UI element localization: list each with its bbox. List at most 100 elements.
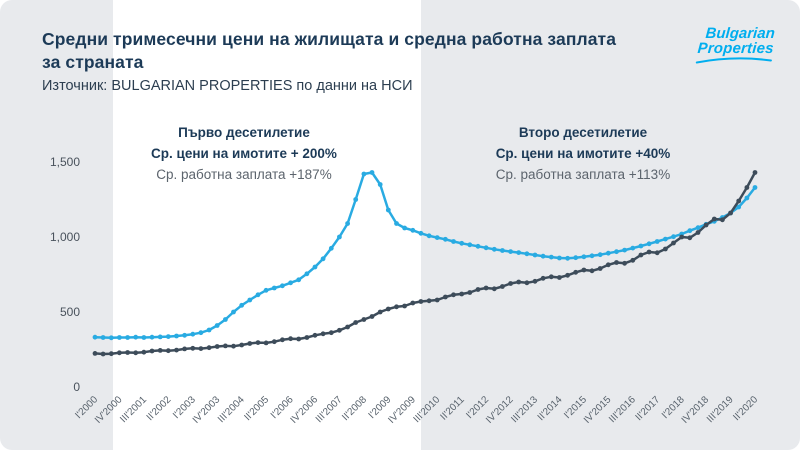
logo-underline-swoosh-icon bbox=[695, 57, 772, 64]
series-point bbox=[459, 291, 465, 297]
x-axis-tick-label: III'2016 bbox=[607, 394, 638, 425]
series-point bbox=[385, 207, 391, 213]
series-point bbox=[671, 234, 676, 240]
series-point bbox=[443, 236, 448, 242]
series-point bbox=[117, 350, 122, 356]
series-point bbox=[165, 348, 171, 354]
series-point bbox=[394, 304, 399, 310]
series-point bbox=[687, 228, 693, 234]
series-point bbox=[133, 350, 139, 356]
series-point bbox=[296, 277, 302, 283]
series-point bbox=[451, 239, 456, 244]
bulgarian-properties-logo: Bulgarian Properties bbox=[695, 25, 776, 64]
series-point bbox=[663, 246, 668, 252]
series-point bbox=[557, 255, 562, 261]
series-point bbox=[280, 337, 285, 343]
series-point bbox=[214, 323, 220, 328]
series-point bbox=[328, 330, 334, 336]
x-axis-tick-label: III'2007 bbox=[314, 394, 345, 425]
series-point bbox=[312, 332, 318, 338]
series-point bbox=[663, 236, 668, 242]
series-point bbox=[190, 331, 196, 337]
series-point bbox=[182, 346, 188, 352]
series-point bbox=[679, 234, 685, 240]
series-point bbox=[337, 234, 342, 240]
series-point bbox=[426, 298, 432, 304]
series-point bbox=[174, 333, 179, 339]
series-point bbox=[92, 334, 98, 340]
series-point bbox=[532, 252, 538, 258]
series-point bbox=[508, 249, 513, 255]
series-point bbox=[475, 243, 481, 249]
series-point bbox=[589, 268, 595, 274]
series-point bbox=[345, 221, 350, 226]
series-point bbox=[247, 297, 253, 303]
series-point bbox=[548, 254, 554, 260]
series-point bbox=[654, 250, 660, 256]
series-point bbox=[149, 334, 155, 340]
y-axis-tick-label: 500 bbox=[60, 305, 80, 319]
series-point bbox=[671, 240, 676, 246]
x-axis-tick-label: IV'2000 bbox=[93, 394, 125, 426]
series-point bbox=[573, 255, 579, 261]
series-point bbox=[288, 280, 293, 286]
series-point bbox=[320, 331, 326, 337]
series-point bbox=[157, 334, 163, 340]
series-point bbox=[100, 335, 106, 340]
annotation-first-decade-prices: Ср. цени на имотите + 200% bbox=[151, 146, 337, 161]
series-point bbox=[117, 335, 122, 340]
series-point bbox=[320, 256, 326, 262]
x-axis-tick-label: III'2001 bbox=[118, 394, 149, 425]
series-point bbox=[605, 250, 611, 256]
series-point bbox=[402, 225, 407, 231]
series-point bbox=[524, 251, 530, 257]
series-point bbox=[540, 253, 546, 259]
series-point bbox=[573, 269, 579, 275]
annotation-first-decade: Първо десетилетие Ср. цени на имотите + … bbox=[113, 122, 375, 185]
series-point bbox=[377, 182, 383, 187]
series-point bbox=[231, 309, 236, 315]
series-point bbox=[491, 246, 497, 252]
series-point bbox=[345, 324, 350, 330]
series-point bbox=[263, 287, 269, 293]
series-point bbox=[736, 198, 742, 204]
series-point bbox=[540, 275, 546, 281]
series-point bbox=[516, 250, 522, 256]
x-axis-tick-label: III'2010 bbox=[412, 394, 443, 425]
series-point bbox=[108, 335, 114, 341]
series-point bbox=[247, 341, 253, 346]
series-point bbox=[353, 197, 359, 202]
series-point bbox=[426, 233, 432, 239]
series-point bbox=[100, 351, 106, 357]
series-point bbox=[695, 225, 701, 231]
series-point bbox=[443, 294, 448, 300]
series-point bbox=[92, 351, 98, 356]
x-axis-tick-label: II'2017 bbox=[634, 394, 663, 423]
series-point bbox=[206, 345, 212, 351]
series-point bbox=[483, 245, 489, 251]
series-point bbox=[149, 348, 155, 354]
series-point bbox=[190, 345, 196, 351]
series-point bbox=[418, 299, 424, 304]
x-axis-tick-label: IV'2015 bbox=[582, 394, 614, 426]
series-point bbox=[434, 297, 440, 303]
annotation-second-decade-title: Второ десетилетие bbox=[518, 125, 648, 140]
logo-line1: Bulgarian bbox=[705, 25, 776, 42]
series-point bbox=[565, 255, 570, 261]
series-point bbox=[744, 185, 750, 190]
series-point bbox=[581, 267, 587, 273]
x-axis-tick-label: II'2014 bbox=[536, 394, 565, 423]
x-axis-tick-label: IV'2006 bbox=[289, 394, 321, 426]
series-point bbox=[687, 235, 693, 241]
series-point bbox=[467, 242, 473, 248]
series-point bbox=[198, 346, 204, 351]
series-point bbox=[296, 336, 302, 342]
series-point bbox=[630, 245, 636, 251]
series-point bbox=[557, 275, 562, 280]
series-point bbox=[622, 260, 627, 266]
annotation-first-decade-salary: Ср. работна заплата +187% bbox=[156, 167, 332, 182]
series-point bbox=[271, 285, 277, 291]
series-point bbox=[491, 286, 497, 292]
series-point bbox=[467, 290, 473, 295]
